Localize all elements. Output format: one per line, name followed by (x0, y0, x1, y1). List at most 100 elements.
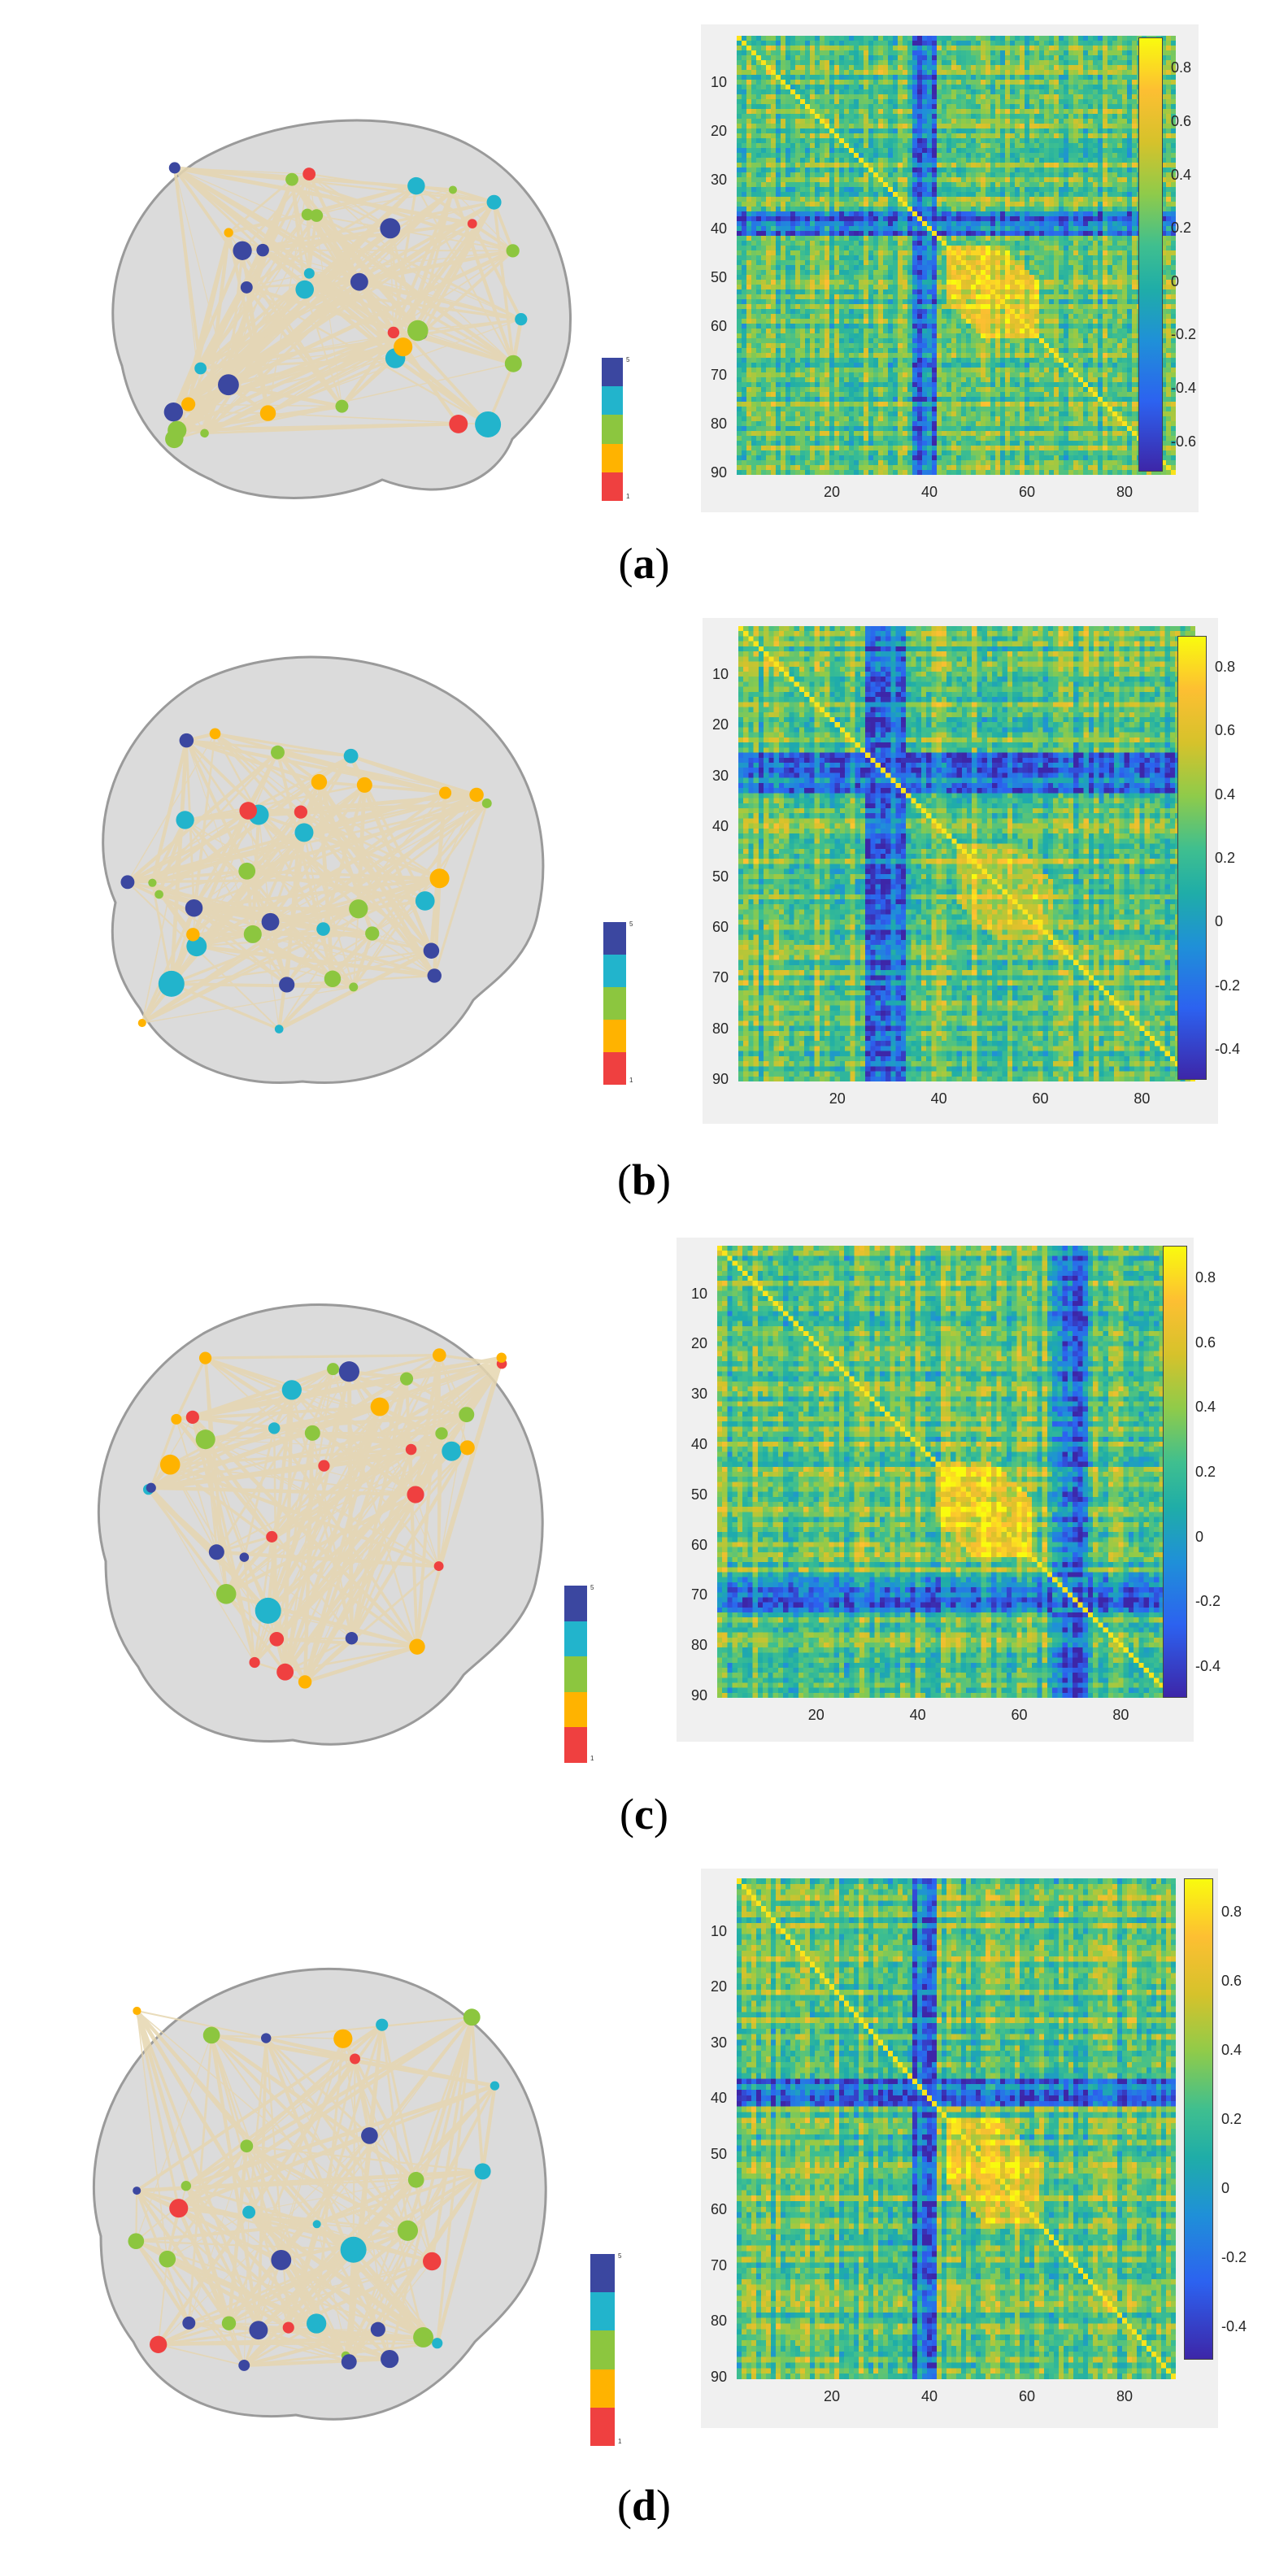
network-node (282, 2321, 294, 2334)
network-node (179, 733, 194, 748)
y-tick-label: 30 (691, 1386, 708, 1403)
network-edge (415, 1494, 440, 1567)
y-tick-label: 60 (711, 318, 728, 334)
network-edge (141, 802, 488, 1025)
network-node (208, 1544, 224, 1560)
x-tick-label: 80 (1116, 484, 1134, 500)
network-edge (172, 250, 245, 413)
network-node (302, 168, 316, 181)
panel-d: 5 1 10 20 30 40 50 60 70 80 90 20 40 60 80 0.8 0.6 0.… (0, 1854, 1288, 2576)
node-color-legend (564, 1586, 587, 1763)
network-edge (204, 1438, 273, 1538)
network-edge (227, 232, 270, 414)
network-edge (185, 739, 360, 911)
network-edge (211, 2034, 317, 2324)
network-edge (141, 820, 186, 1024)
y-tick-label: 40 (712, 817, 729, 834)
network-edge (134, 2239, 191, 2325)
network-edge (437, 1414, 468, 1567)
network-edge (174, 168, 229, 385)
network-node (475, 411, 502, 437)
network-node (394, 337, 413, 357)
network-edge (135, 2191, 138, 2242)
network-node (285, 172, 298, 186)
network-edge (126, 813, 260, 884)
network-edge (210, 2034, 409, 2232)
network-node (261, 2033, 272, 2043)
y-tick-label: 70 (711, 367, 728, 383)
network-edge (136, 2190, 289, 2329)
network-edge (185, 738, 320, 784)
network-edge (302, 1433, 315, 1682)
network-node (407, 1486, 424, 1503)
network-edge (193, 920, 271, 936)
network-edge (156, 2057, 357, 2346)
panel-letter: a (633, 539, 655, 588)
colorbar-tick-label: 0.2 (1215, 850, 1236, 866)
network-edge (433, 803, 489, 977)
network-node (181, 397, 196, 411)
network-edge (435, 2170, 485, 2344)
network-node (261, 912, 280, 931)
network-node (350, 2053, 361, 2065)
panel-letter: c (634, 1790, 654, 1838)
panel-caption: (c) (620, 1790, 668, 1838)
y-tick-label: 50 (712, 868, 729, 885)
y-tick-label: 40 (711, 2090, 728, 2107)
network-edge (284, 1447, 468, 1673)
network-node (376, 2018, 389, 2031)
network-node (168, 162, 181, 174)
network-edge (192, 870, 248, 935)
network-edge (254, 1447, 468, 1664)
network-edge (258, 2039, 344, 2330)
legend-swatch-1 (564, 1727, 587, 1763)
colorbar-tick-label: 0.8 (1171, 59, 1192, 76)
y-tick-label: 10 (691, 1285, 708, 1302)
legend-swatch-1 (590, 2407, 615, 2447)
legend-swatch-5 (564, 1586, 587, 1621)
network-node (365, 926, 380, 941)
network-edge (290, 179, 307, 290)
legend-swatch-4 (602, 386, 623, 416)
network-node (259, 405, 276, 421)
network-node (486, 194, 502, 210)
colorbar (1184, 1878, 1213, 2360)
network-edge (246, 285, 514, 366)
colorbar-tick-label: -0.2 (1171, 326, 1197, 343)
network-edge (185, 740, 254, 935)
heatmap-figure (677, 1238, 1194, 1742)
y-tick-label: 80 (712, 1020, 729, 1037)
network-edge (352, 908, 359, 987)
network-edge (416, 1355, 442, 1647)
network-edge (196, 920, 272, 948)
y-tick-label: 10 (711, 74, 728, 90)
network-edge (245, 286, 344, 407)
legend-swatch-3 (564, 1656, 587, 1692)
network-node (490, 2081, 500, 2091)
heatmap-figure (701, 1869, 1218, 2428)
colorbar-tick-label: 0 (1171, 272, 1180, 289)
network-node (380, 218, 401, 239)
network-edge (158, 2343, 245, 2366)
network-node (218, 374, 239, 396)
network-edge (158, 893, 288, 986)
network-node (256, 243, 269, 257)
colorbar-tick-label: 0.4 (1195, 1399, 1216, 1416)
network-node (467, 219, 477, 228)
network-edge (316, 2223, 424, 2338)
legend-max-label: 5 (626, 356, 630, 363)
colorbar-tick-label: 0.4 (1215, 785, 1236, 803)
correlation-heatmap (738, 626, 1195, 1081)
network-node (158, 970, 185, 997)
network-node (361, 2127, 378, 2144)
brain-network-image (102, 655, 545, 1084)
node-color-legend (603, 922, 626, 1085)
panel-letter: d (631, 2481, 657, 2530)
network-edge (270, 899, 425, 924)
network-edge (147, 1426, 275, 1491)
network-node (345, 1632, 359, 1645)
colorbar-tick-label: -0.4 (1195, 1658, 1221, 1675)
network-node (311, 774, 328, 790)
network-node (381, 2349, 399, 2369)
legend-swatch-2 (603, 1020, 626, 1052)
